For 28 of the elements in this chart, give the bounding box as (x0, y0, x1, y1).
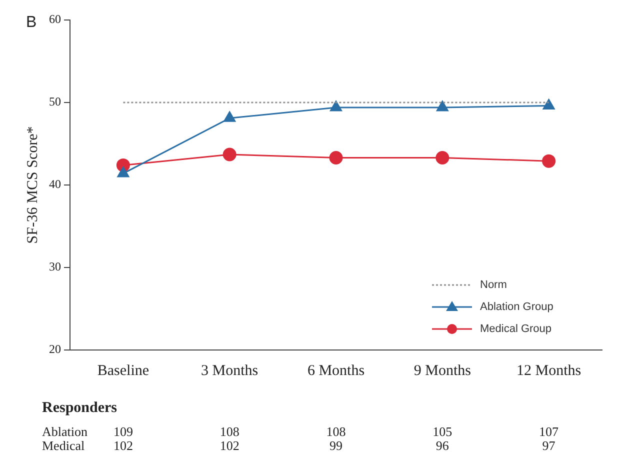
y-tick-label: 60 (49, 12, 61, 26)
x-tick-label: 12 Months (516, 362, 582, 379)
text: B (26, 14, 37, 32)
x-tick-label: 3 Months (201, 362, 258, 379)
legend-label: Medical Group (480, 323, 552, 336)
text: 96 (436, 438, 449, 454)
text: 97 (542, 438, 556, 454)
y-axis-title: SF-36 MCS Score* (24, 126, 41, 244)
text: Ablation (42, 424, 88, 440)
y-tick-label: 20 (49, 342, 61, 356)
x-tick-label: Baseline (97, 362, 150, 379)
y-tick-label: 50 (49, 94, 61, 109)
text: 108 (326, 424, 346, 440)
text: 102 (220, 438, 240, 454)
text: 99 (330, 438, 342, 454)
text: Responders (42, 400, 118, 417)
text: 102 (113, 438, 133, 454)
legend-label: Norm (480, 279, 507, 292)
text: 105 (432, 424, 452, 440)
text: 109 (113, 424, 133, 440)
x-tick-label: 6 Months (307, 362, 365, 379)
y-tick-label: 30 (49, 260, 61, 274)
text: 108 (220, 424, 240, 440)
y-tick-label: 40 (49, 177, 61, 192)
text: Medical (42, 438, 85, 454)
legend-label: Ablation Group (480, 301, 554, 314)
text: 107 (539, 424, 559, 440)
x-tick-label: 9 Months (414, 362, 472, 379)
